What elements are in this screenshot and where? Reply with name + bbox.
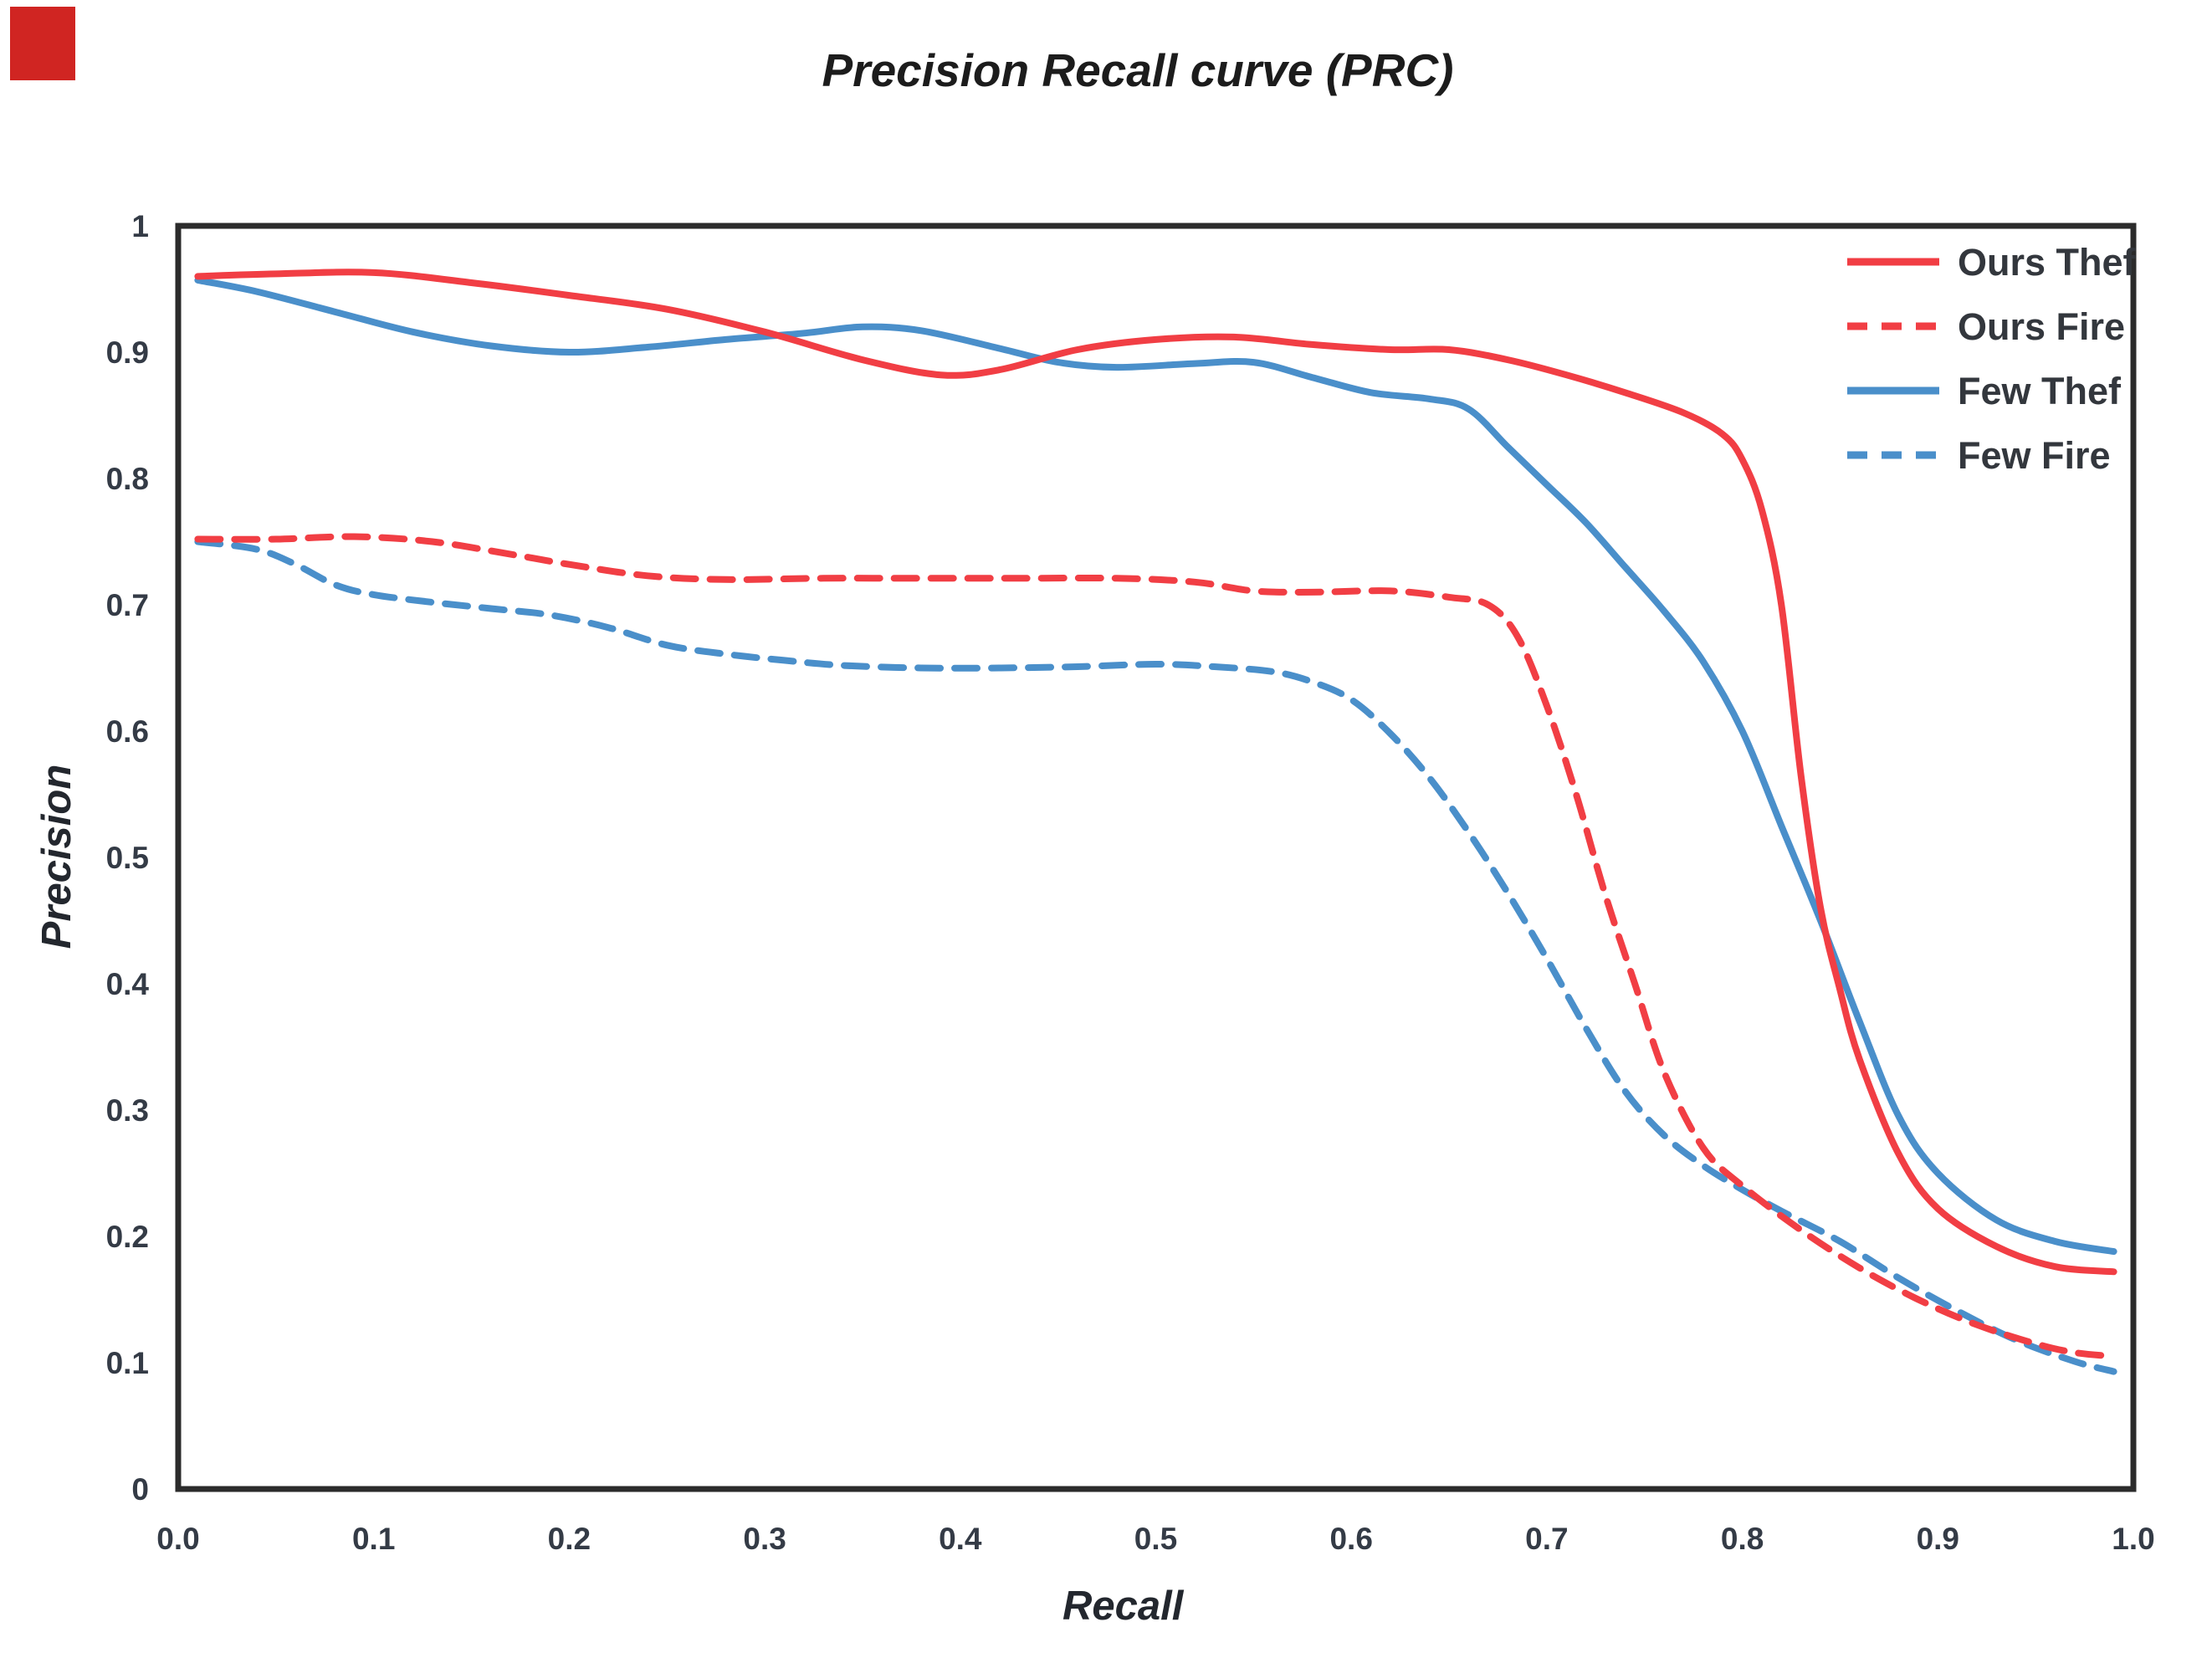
y-tick-label: 0.5 xyxy=(106,841,149,875)
legend-label-ours-fire: Ours Fire xyxy=(1958,305,2125,348)
chart-title: Precision Recall curve (PRC) xyxy=(822,44,1454,96)
curve-ours-thef xyxy=(194,269,2117,1276)
x-tick-label: 0.4 xyxy=(939,1522,982,1556)
y-tick-label: 0.4 xyxy=(106,967,150,1001)
x-tick-label: 0.6 xyxy=(1329,1522,1372,1556)
y-tick-label: 0.9 xyxy=(106,335,149,370)
legend-label-ours-thef: Ours Thef xyxy=(1958,241,2137,284)
x-tick-label: 0.2 xyxy=(548,1522,591,1556)
curve-series xyxy=(194,269,2117,1375)
y-tick-label: 0.1 xyxy=(106,1346,149,1380)
y-tick-label: 0 xyxy=(131,1472,149,1507)
plot-frame xyxy=(175,223,2137,1492)
y-tick-label: 1 xyxy=(131,209,149,243)
x-tick-label: 0.0 xyxy=(156,1522,199,1556)
legend: Ours Thef Ours Fire Few Thef Few Fire xyxy=(1847,241,2137,477)
legend-label-few-fire: Few Fire xyxy=(1958,434,2111,477)
x-axis-title: Recall xyxy=(1062,1584,1184,1629)
x-tick-label: 0.3 xyxy=(743,1522,786,1556)
y-tick-label: 0.6 xyxy=(106,714,149,749)
y-tick-label: 0.7 xyxy=(106,588,149,622)
x-axis-tick-labels: 0.0 0.1 0.2 0.3 0.4 0.5 0.6 0.7 0.8 0.9 1.0 xyxy=(156,1522,2154,1556)
curve-few-fire xyxy=(194,538,2117,1375)
legend-label-few-thef: Few Thef xyxy=(1958,370,2122,412)
y-tick-label: 0.3 xyxy=(106,1093,149,1128)
x-tick-label: 0.5 xyxy=(1134,1522,1177,1556)
y-axis-title: Precision xyxy=(34,764,79,949)
curve-few-thef xyxy=(194,276,2117,1256)
red-corner-marker xyxy=(10,7,75,80)
y-tick-label: 0.8 xyxy=(106,462,149,496)
x-tick-label: 0.8 xyxy=(1721,1522,1764,1556)
x-tick-label: 0.7 xyxy=(1525,1522,1568,1556)
x-tick-label: 0.1 xyxy=(352,1522,395,1556)
y-tick-label: 0.2 xyxy=(106,1220,149,1254)
x-tick-label: 0.9 xyxy=(1917,1522,1959,1556)
plot-frame-box xyxy=(175,223,2137,1492)
y-axis-tick-labels: 0 0.1 0.2 0.3 0.4 0.5 0.6 0.7 0.8 0.9 1 xyxy=(106,209,150,1507)
x-tick-label: 1.0 xyxy=(2112,1522,2154,1556)
